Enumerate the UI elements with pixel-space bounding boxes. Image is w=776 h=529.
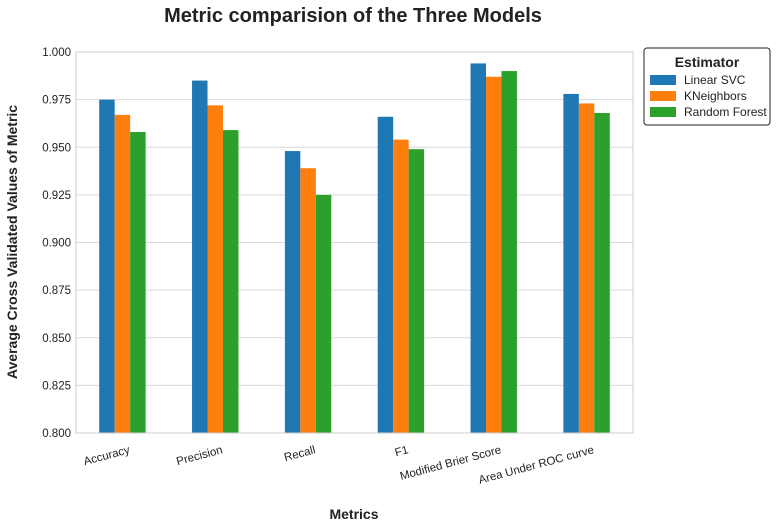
- legend-swatch: [650, 107, 676, 117]
- y-tick-label: 1.000: [42, 47, 71, 59]
- bar-random-forest: [222, 130, 239, 434]
- chart-title: Metric comparision of the Three Models: [164, 5, 542, 27]
- legend-box: [643, 47, 771, 126]
- bars: [99, 63, 610, 434]
- legend-swatch: [650, 91, 676, 101]
- y-tick-label: 0.875: [42, 285, 71, 297]
- bar-kneighbors: [578, 103, 595, 433]
- bar-random-forest: [594, 112, 610, 434]
- bar-random-forest: [130, 132, 146, 433]
- bar-linear-svc: [284, 151, 301, 433]
- bar-linear-svc: [192, 80, 208, 433]
- legend-label: Linear SVC: [684, 73, 746, 87]
- bar-linear-svc: [99, 99, 115, 433]
- legend-label: KNeighbors: [684, 89, 747, 103]
- plot-area-frame: [75, 51, 634, 434]
- x-tick-label: Precision: [175, 444, 224, 468]
- y-tick-label: 0.850: [42, 333, 71, 345]
- legend: Estimator Linear SVC KNeighbors Random For…: [643, 47, 771, 126]
- y-tick-label: 0.800: [42, 428, 71, 440]
- bar-kneighbors: [114, 114, 131, 434]
- bar-kneighbors: [300, 168, 316, 433]
- bar-linear-svc: [470, 63, 487, 434]
- y-tick-label: 0.975: [42, 95, 71, 107]
- y-tick-label: 0.900: [42, 238, 71, 250]
- x-axis-label: Metrics: [329, 506, 378, 522]
- legend-title: Estimator: [675, 54, 740, 70]
- x-tick-label: F1: [394, 444, 410, 459]
- bar-kneighbors: [393, 139, 409, 433]
- y-tick-label: 0.825: [42, 380, 71, 392]
- gridlines: [76, 51, 633, 434]
- bar-random-forest: [315, 194, 332, 433]
- y-axis-label: Average Cross Validated Values of Metric: [4, 105, 20, 379]
- bar-linear-svc: [563, 93, 579, 433]
- legend-swatch: [650, 75, 676, 85]
- bar-random-forest: [501, 71, 517, 434]
- y-tick-label: 0.950: [42, 142, 71, 154]
- x-tick-label: Recall: [283, 444, 317, 464]
- legend-label: Random Forest: [684, 105, 767, 119]
- bar-linear-svc: [377, 116, 394, 434]
- y-axis-ticks: 0.800 0.825 0.850 0.875 0.900 0.925 0.950 0.975…: [42, 47, 71, 440]
- x-tick-label: Accuracy: [82, 444, 131, 468]
- bar-random-forest: [408, 149, 425, 433]
- bar-kneighbors: [207, 105, 223, 433]
- bar-kneighbors: [486, 76, 502, 433]
- y-tick-label: 0.925: [42, 190, 71, 202]
